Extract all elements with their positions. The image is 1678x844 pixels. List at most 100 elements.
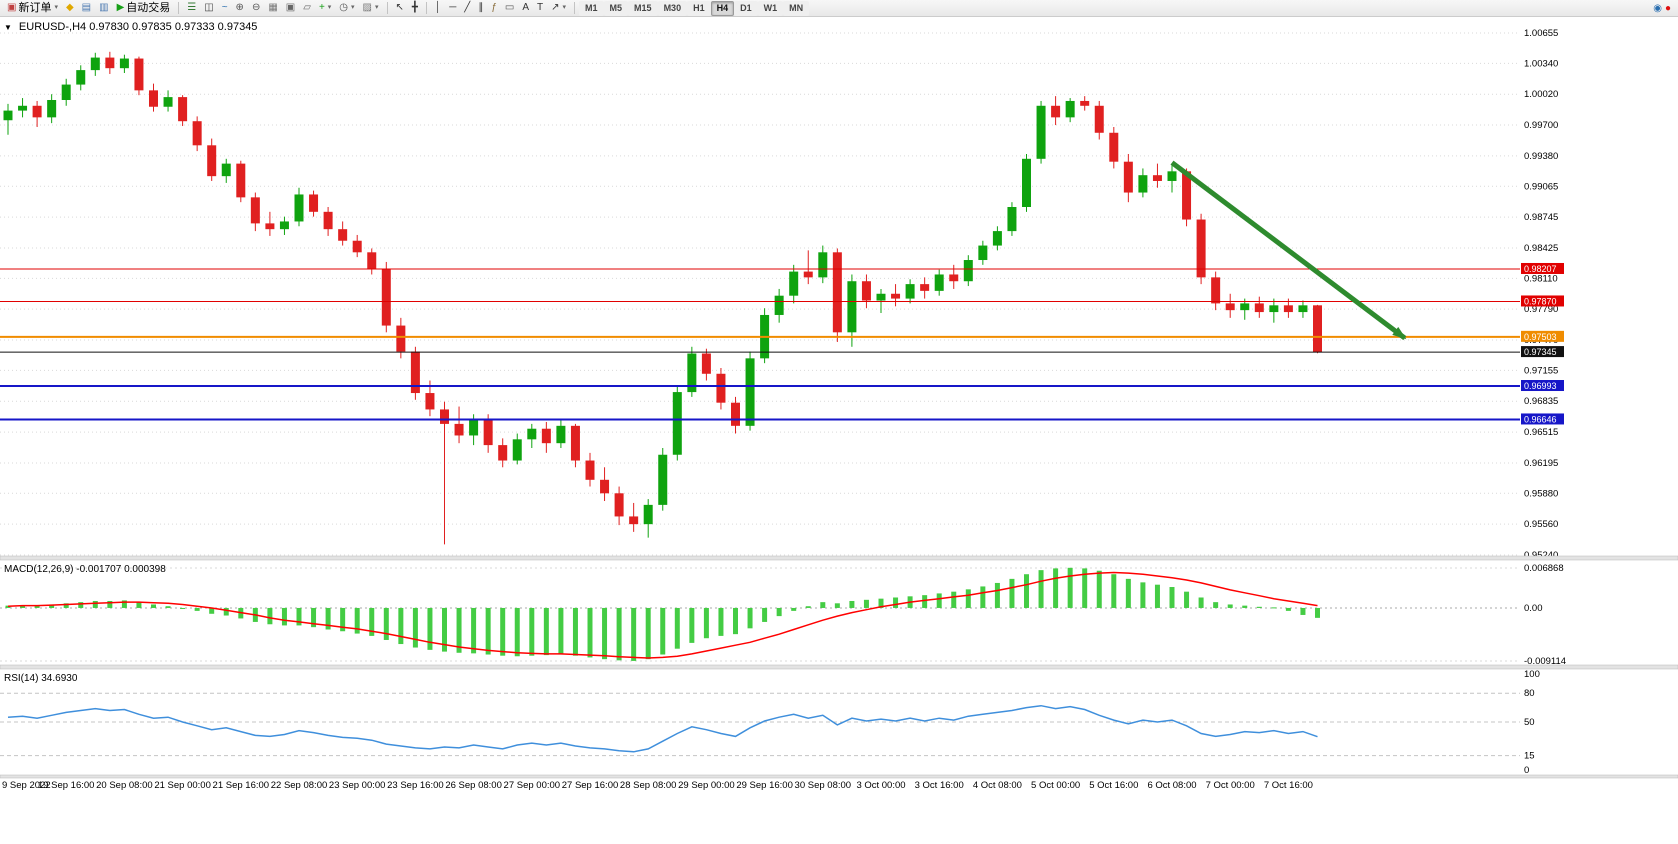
- time-axis-label: 27 Sep 16:00: [562, 780, 619, 791]
- autotrading-button[interactable]: ▶ 自动交易: [113, 1, 175, 16]
- grid-button[interactable]: ▦: [264, 1, 281, 16]
- panel-separator[interactable]: [0, 555, 1678, 561]
- candle-body: [1123, 161, 1133, 193]
- candle-body: [541, 428, 551, 444]
- chart-window[interactable]: 1.00655 1.00340 1.00020 0.99700 0.99380 0.990…: [0, 17, 1678, 844]
- bar-chart-button[interactable]: ☰: [183, 1, 200, 16]
- macd-histogram-bar: [645, 607, 651, 660]
- line-chart-button[interactable]: ~: [218, 1, 232, 16]
- candle: [1080, 96, 1090, 111]
- new-order-button[interactable]: ▣ 新订单 ▾: [3, 1, 62, 16]
- data-window-icon: ▤: [81, 2, 92, 13]
- market-watch-button[interactable]: ◆: [62, 1, 78, 16]
- macd-histogram-bar: [383, 607, 389, 640]
- equidistant-channel-button[interactable]: ∥: [474, 1, 487, 16]
- timeframe-button-m15[interactable]: M15: [628, 0, 658, 16]
- autotrading-icon: ▶: [116, 2, 125, 13]
- label-icon: T: [537, 2, 544, 13]
- candle-body: [585, 460, 595, 480]
- chevron-down-icon: ▾: [562, 4, 567, 11]
- templates-icon: ▨: [362, 2, 372, 13]
- zoom-in-icon: ⊕: [235, 2, 244, 13]
- macd-histogram-bar: [1082, 568, 1088, 608]
- data-window-button[interactable]: ▤: [78, 1, 95, 16]
- timeframe-button-m5[interactable]: M5: [603, 0, 629, 16]
- navigator-button[interactable]: ▥: [95, 1, 112, 16]
- shapes-button[interactable]: ▭: [501, 1, 518, 16]
- toolbar-separator: [574, 2, 576, 14]
- macd-histogram-bar: [572, 607, 578, 656]
- candle: [774, 288, 784, 323]
- candle-body: [512, 439, 522, 461]
- price-axis-tick: 0.99065: [1524, 181, 1558, 192]
- zoom-in-button[interactable]: ⊕: [232, 1, 248, 16]
- candle: [250, 192, 260, 232]
- panel-separator[interactable]: [0, 774, 1678, 779]
- vertical-line-icon: │: [434, 2, 442, 13]
- price-chart-canvas[interactable]: 1.00655 1.00340 1.00020 0.99700 0.99380 0.990…: [0, 17, 1678, 844]
- indicators-button[interactable]: + ▾: [315, 1, 335, 16]
- macd-histogram-bar: [1024, 574, 1029, 608]
- trend-arrow[interactable]: [1170, 160, 1407, 341]
- zoom-out-button[interactable]: ⊖: [248, 1, 264, 16]
- text-button[interactable]: A: [518, 1, 533, 16]
- candle: [672, 385, 682, 461]
- panel-separator[interactable]: [0, 664, 1678, 670]
- community-icon[interactable]: ◉: [1653, 2, 1662, 14]
- chevron-down-icon: ▾: [351, 4, 355, 11]
- candle: [1152, 163, 1162, 188]
- cascade-windows-button[interactable]: ▱: [299, 1, 315, 16]
- timeframe-button-mn[interactable]: MN: [783, 0, 810, 16]
- trendline-button[interactable]: ╱: [460, 1, 474, 16]
- candle-body: [469, 419, 479, 436]
- candle: [90, 52, 100, 76]
- candle: [1298, 300, 1308, 318]
- time-axis-label: 9 Sep 2022: [2, 780, 51, 791]
- candle: [1196, 213, 1206, 285]
- trendline-icon: ╱: [464, 2, 471, 13]
- candle-body: [818, 252, 828, 278]
- label-button[interactable]: T: [533, 1, 547, 16]
- chevron-down-icon: ▾: [54, 4, 58, 11]
- periods-button[interactable]: ◷ ▾: [335, 1, 358, 16]
- candle-body: [1007, 207, 1017, 232]
- timeframe-button-h1[interactable]: H1: [687, 0, 711, 16]
- candle: [658, 447, 668, 511]
- macd-histogram-bar: [456, 607, 462, 653]
- candle-body: [731, 402, 740, 426]
- vertical-line-button[interactable]: │: [431, 1, 445, 16]
- macd-scale[interactable]: [1520, 560, 1678, 665]
- macd-histogram-bar: [718, 607, 724, 636]
- macd-histogram-bar: [151, 604, 156, 608]
- candlestick-chart-button[interactable]: ◫: [200, 1, 217, 16]
- candle: [745, 351, 755, 431]
- arrows-button[interactable]: ↗ ▾: [547, 1, 570, 16]
- candle-body: [1254, 303, 1264, 313]
- fibonacci-button[interactable]: ƒ: [487, 1, 501, 16]
- tile-windows-button[interactable]: ▣: [282, 1, 299, 16]
- time-axis-label: 20 Sep 08:00: [96, 780, 153, 791]
- horizontal-line-icon: ─: [449, 2, 457, 13]
- candle-body: [323, 211, 333, 230]
- timeframe-button-m1[interactable]: M1: [579, 0, 604, 16]
- candle: [570, 423, 580, 468]
- time-scale[interactable]: [0, 778, 1678, 796]
- crosshair-button[interactable]: ╋: [408, 1, 422, 16]
- price-scale[interactable]: [1520, 17, 1678, 556]
- macd-histogram-bar: [805, 606, 811, 608]
- record-icon[interactable]: ●: [1664, 2, 1671, 14]
- timeframe-button-m30[interactable]: M30: [657, 0, 688, 16]
- timeframe-button-w1[interactable]: W1: [757, 0, 784, 16]
- cursor-button[interactable]: ↖: [392, 1, 408, 16]
- horizontal-line-button[interactable]: ─: [445, 1, 460, 16]
- templates-button[interactable]: ▨ ▾: [359, 1, 383, 16]
- timeframe-button-h4[interactable]: H4: [710, 0, 735, 16]
- rsi-scale[interactable]: [1520, 669, 1678, 775]
- macd-histogram-bar: [107, 600, 113, 608]
- macd-histogram-bar: [733, 607, 738, 635]
- candle: [614, 486, 624, 526]
- candle: [1138, 168, 1148, 198]
- candle-body: [1283, 305, 1293, 313]
- macd-histogram-bar: [49, 604, 55, 608]
- timeframe-button-d1[interactable]: D1: [734, 0, 758, 16]
